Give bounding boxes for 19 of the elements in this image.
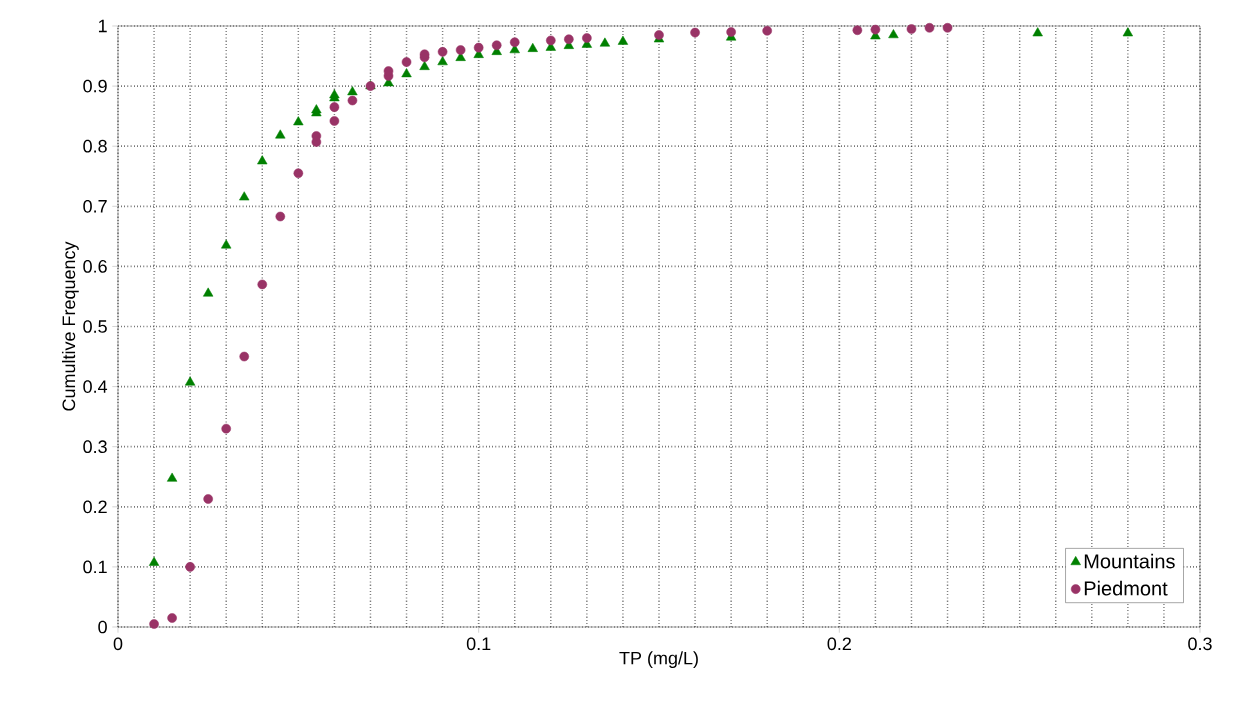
y-tick-label: 0.1 — [83, 560, 107, 574]
legend-label: Piedmont — [1084, 580, 1168, 596]
x-tick-label: 0.1 — [466, 637, 491, 651]
y-tick-label: 0.4 — [83, 380, 108, 393]
y-tick-label: 0.7 — [83, 199, 107, 213]
y-tick-label: 0.5 — [83, 320, 107, 333]
legend-label: Mountains — [1084, 553, 1175, 569]
y-axis-title: Cumultive Frequency — [61, 241, 79, 411]
x-tick-label: 0.3 — [1188, 637, 1212, 651]
y-tick-label: 0.8 — [83, 139, 107, 153]
y-tick-label: 0.9 — [83, 79, 107, 93]
y-tick-label: 0.2 — [83, 500, 107, 514]
x-tick-label: 0 — [113, 637, 123, 651]
y-tick-label: 0.3 — [83, 440, 107, 454]
y-tick-label: 0 — [98, 620, 107, 634]
x-tick-label: 0.2 — [827, 637, 851, 651]
y-tick-label: 1 — [98, 19, 107, 33]
y-tick-label: 0.6 — [83, 260, 107, 273]
x-axis-title: TP (mg/L) — [619, 651, 698, 669]
